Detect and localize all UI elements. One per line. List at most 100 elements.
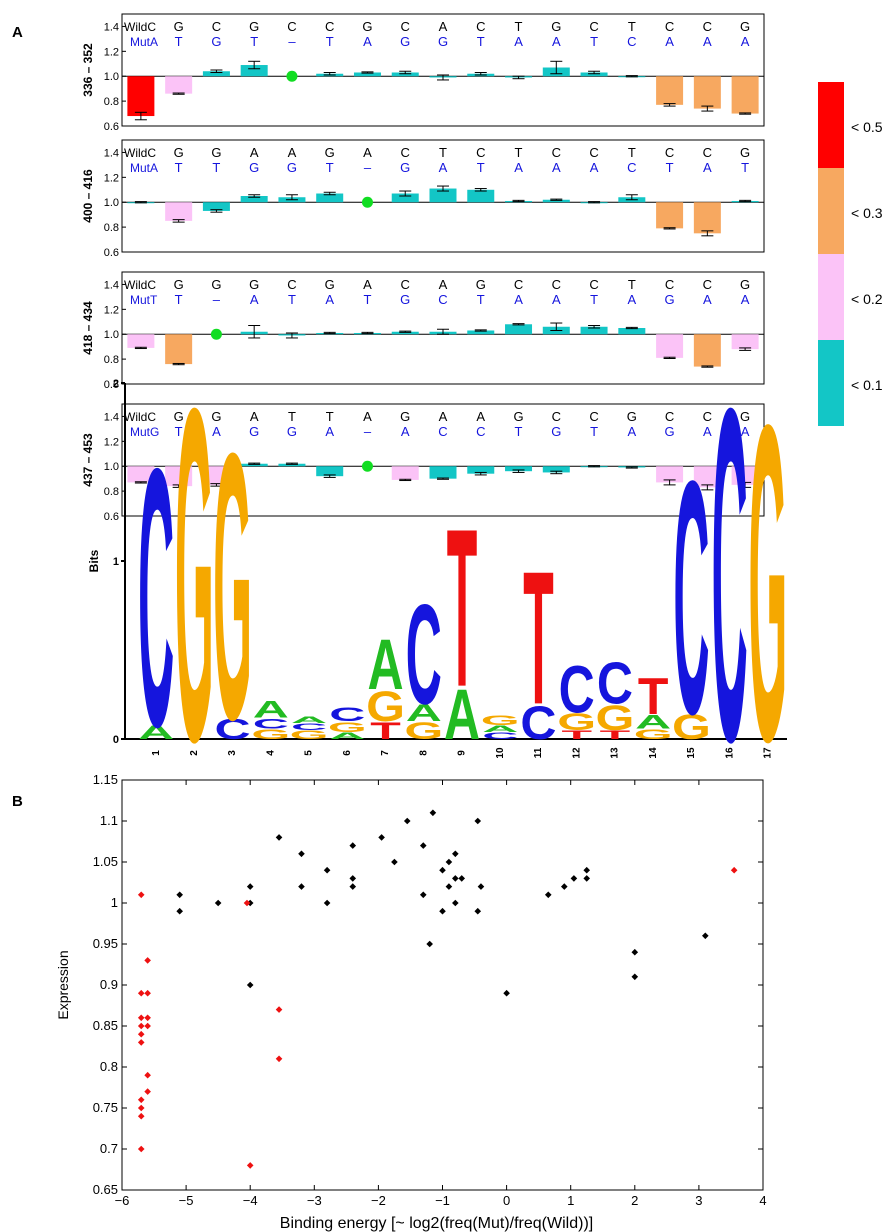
colorbar-segment	[818, 340, 844, 426]
scatter-point-black	[458, 875, 466, 882]
logo-position-label: 11	[533, 747, 544, 758]
logo-letter: G	[595, 699, 634, 738]
mut-base: G	[665, 424, 675, 439]
subplot-position-label: 400 – 416	[81, 169, 95, 223]
y-tick-label: 1.05	[93, 854, 118, 869]
mut-base: T	[666, 160, 674, 175]
deletion-marker	[210, 328, 222, 340]
logo-letter: G	[213, 376, 252, 799]
y-tick-label: 0.6	[104, 247, 119, 259]
bar	[693, 466, 721, 488]
scatter-point-red	[137, 1022, 145, 1030]
bar	[127, 466, 155, 483]
logo-letter: A	[406, 701, 442, 727]
mut-base: A	[514, 292, 523, 307]
scatter-point-red	[246, 1162, 254, 1169]
bar	[202, 466, 230, 485]
scatter-point-red	[137, 1145, 145, 1153]
y-tick-label: 0.8	[104, 354, 119, 366]
logo-letter: G	[634, 726, 673, 742]
mut-base: T	[477, 160, 485, 175]
mut-base: T	[250, 34, 258, 49]
mut-base: T	[175, 34, 183, 49]
mut-base: –	[213, 292, 221, 307]
bar	[580, 326, 608, 335]
mut-base: A	[552, 34, 561, 49]
scatter-point-black	[426, 940, 433, 948]
y-tick-label: 1.0	[104, 329, 119, 341]
wild-base: A	[363, 145, 372, 160]
logo-position-label: 10	[495, 747, 506, 759]
mut-base: A	[212, 424, 221, 439]
bar	[316, 193, 344, 203]
bar	[391, 193, 419, 203]
mut-base: T	[212, 160, 220, 175]
mut-base: T	[590, 424, 598, 439]
wild-base: A	[250, 145, 259, 160]
mut-base: T	[175, 160, 183, 175]
bar	[656, 466, 684, 483]
scatter-point-red	[137, 1030, 145, 1038]
wild-base: C	[665, 409, 674, 424]
y-tick-label: 0.6	[104, 511, 119, 523]
bar	[618, 328, 646, 335]
colorbar-label: < 0.2	[851, 291, 883, 307]
wild-base: G	[362, 19, 372, 34]
mut-base: G	[400, 292, 410, 307]
y-tick-label: 0.8	[104, 222, 119, 234]
scatter-point-red	[144, 1071, 151, 1079]
logo-letter: T	[561, 728, 592, 741]
mut-base: T	[175, 424, 183, 439]
logo-position-label: 16	[724, 747, 735, 759]
mut-base: G	[400, 34, 410, 49]
scatter-point-black	[583, 875, 591, 882]
bar	[693, 334, 721, 367]
wild-base: G	[325, 277, 335, 292]
mut-base: A	[741, 292, 750, 307]
mut-base: –	[288, 34, 296, 49]
logo-letter: G	[672, 708, 711, 747]
logo-position-label: 8	[418, 750, 429, 756]
bar	[467, 330, 495, 335]
wild-base: G	[174, 145, 184, 160]
wild-base: T	[515, 145, 523, 160]
bar	[391, 331, 419, 335]
mut-base: T	[175, 292, 183, 307]
wild-base: G	[249, 277, 259, 292]
wild-base: C	[552, 277, 561, 292]
x-tick-label: 0	[503, 1193, 510, 1208]
mut-base: C	[627, 160, 636, 175]
wild-base: G	[174, 409, 184, 424]
scatter-point-black	[214, 899, 222, 907]
bar	[353, 72, 381, 77]
wild-base: C	[589, 277, 598, 292]
wild-base: G	[513, 409, 523, 424]
mut-base: A	[514, 160, 523, 175]
wild-base: C	[212, 19, 221, 34]
mut-base: –	[364, 424, 372, 439]
scatter-point-red	[144, 1022, 151, 1030]
scatter-point-black	[702, 932, 709, 940]
logo-y-tick-label: 1	[113, 556, 119, 568]
y-tick-label: 1.15	[93, 772, 118, 787]
wild-base: C	[703, 409, 712, 424]
mut-base: T	[741, 160, 749, 175]
x-tick-label: 2	[631, 1193, 638, 1208]
scatter-point-black	[176, 891, 183, 899]
scatter-point-black	[452, 875, 459, 882]
y-tick-label: 0.95	[93, 936, 118, 951]
scatter-point-red	[137, 1104, 145, 1112]
mut-base: T	[326, 160, 334, 175]
wild-base: G	[211, 409, 221, 424]
scatter-point-black	[298, 883, 305, 890]
bar	[202, 71, 230, 77]
logo-letter: G	[748, 331, 787, 834]
logo-position-label: 15	[686, 747, 697, 759]
bar	[127, 334, 155, 348]
logo-letter: G	[366, 683, 405, 731]
mut-base: A	[665, 34, 674, 49]
scatter-point-black	[474, 817, 482, 825]
wild-base: T	[628, 19, 636, 34]
